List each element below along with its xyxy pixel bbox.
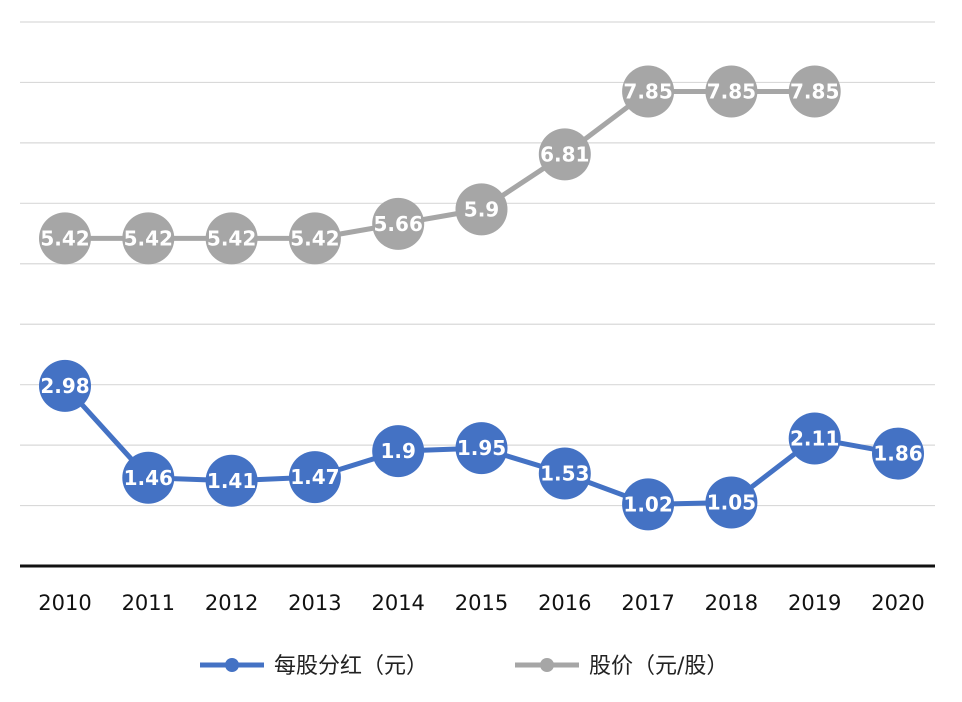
data-label: 1.86 <box>873 442 922 466</box>
data-label: 7.85 <box>707 80 756 104</box>
x-tick-label: 2015 <box>455 591 508 615</box>
data-point <box>538 128 591 181</box>
data-label: 1.05 <box>707 491 756 515</box>
data-label: 2.11 <box>790 426 839 450</box>
data-point <box>288 451 341 504</box>
data-point <box>288 212 341 265</box>
x-tick-label: 2014 <box>371 591 424 615</box>
data-label: 5.66 <box>374 212 423 236</box>
x-tick-label: 2018 <box>705 591 758 615</box>
x-tick-label: 2019 <box>788 591 841 615</box>
data-label: 1.9 <box>380 439 415 463</box>
x-tick-label: 2012 <box>205 591 258 615</box>
x-tick-label: 2016 <box>538 591 591 615</box>
series-stock-price: 5.42 5.42 5.42 5.42 5.66 5.9 6.81 7.85 7.85 7.85 <box>39 65 841 265</box>
data-point <box>455 422 508 475</box>
legend-swatch-marker <box>540 658 554 672</box>
series-dividend: 2.98 1.46 1.41 1.47 1.9 1.95 1.53 1.02 1.05 2.11 1… <box>39 359 924 531</box>
data-point <box>788 412 841 465</box>
data-label: 2.98 <box>40 374 89 398</box>
data-point <box>122 451 175 504</box>
data-point <box>205 212 258 265</box>
data-label: 5.42 <box>207 226 256 250</box>
series-line <box>65 89 815 241</box>
data-point <box>205 454 258 507</box>
series-group: 5.42 5.42 5.42 5.42 5.66 5.9 6.81 7.85 7.85 7.85 2… <box>39 65 924 531</box>
legend-item-stock-price: 股价（元/股） <box>515 654 728 679</box>
data-point <box>705 476 758 529</box>
data-point <box>538 447 591 500</box>
x-tick-label: 2020 <box>871 591 924 615</box>
data-label: 1.41 <box>207 469 256 493</box>
data-point <box>372 425 425 478</box>
legend: 每股分红（元） 股价（元/股） <box>200 654 728 679</box>
data-point <box>872 427 924 480</box>
x-axis: 2010 2011 2012 2013 2014 2015 2016 2017 2018 2019… <box>20 564 935 615</box>
data-label: 1.46 <box>124 466 173 490</box>
x-tick-label: 2017 <box>621 591 674 615</box>
x-tick-label: 2011 <box>122 591 175 615</box>
legend-label: 股价（元/股） <box>589 654 728 679</box>
data-label: 1.95 <box>457 436 506 460</box>
data-point <box>39 212 91 265</box>
data-label: 6.81 <box>540 142 589 166</box>
data-label: 1.47 <box>290 465 339 489</box>
data-label: 7.85 <box>790 80 839 104</box>
data-label: 5.42 <box>124 226 173 250</box>
data-label: 1.02 <box>623 492 672 516</box>
data-point <box>705 65 758 118</box>
data-point <box>39 359 91 412</box>
data-label: 1.53 <box>540 462 589 486</box>
legend-label: 每股分红（元） <box>274 654 428 679</box>
data-label: 7.85 <box>623 80 672 104</box>
data-point <box>455 183 508 236</box>
data-point <box>122 212 175 265</box>
x-tick-label: 2010 <box>38 591 91 615</box>
legend-item-dividend: 每股分红（元） <box>200 654 428 679</box>
data-point <box>788 65 841 118</box>
data-label: 5.9 <box>464 197 499 221</box>
data-point <box>622 478 675 531</box>
legend-swatch-marker <box>225 658 239 672</box>
data-point <box>372 197 425 250</box>
data-label: 5.42 <box>40 226 89 250</box>
x-tick-label: 2013 <box>288 591 341 615</box>
data-point <box>622 65 675 118</box>
data-label: 5.42 <box>290 226 339 250</box>
